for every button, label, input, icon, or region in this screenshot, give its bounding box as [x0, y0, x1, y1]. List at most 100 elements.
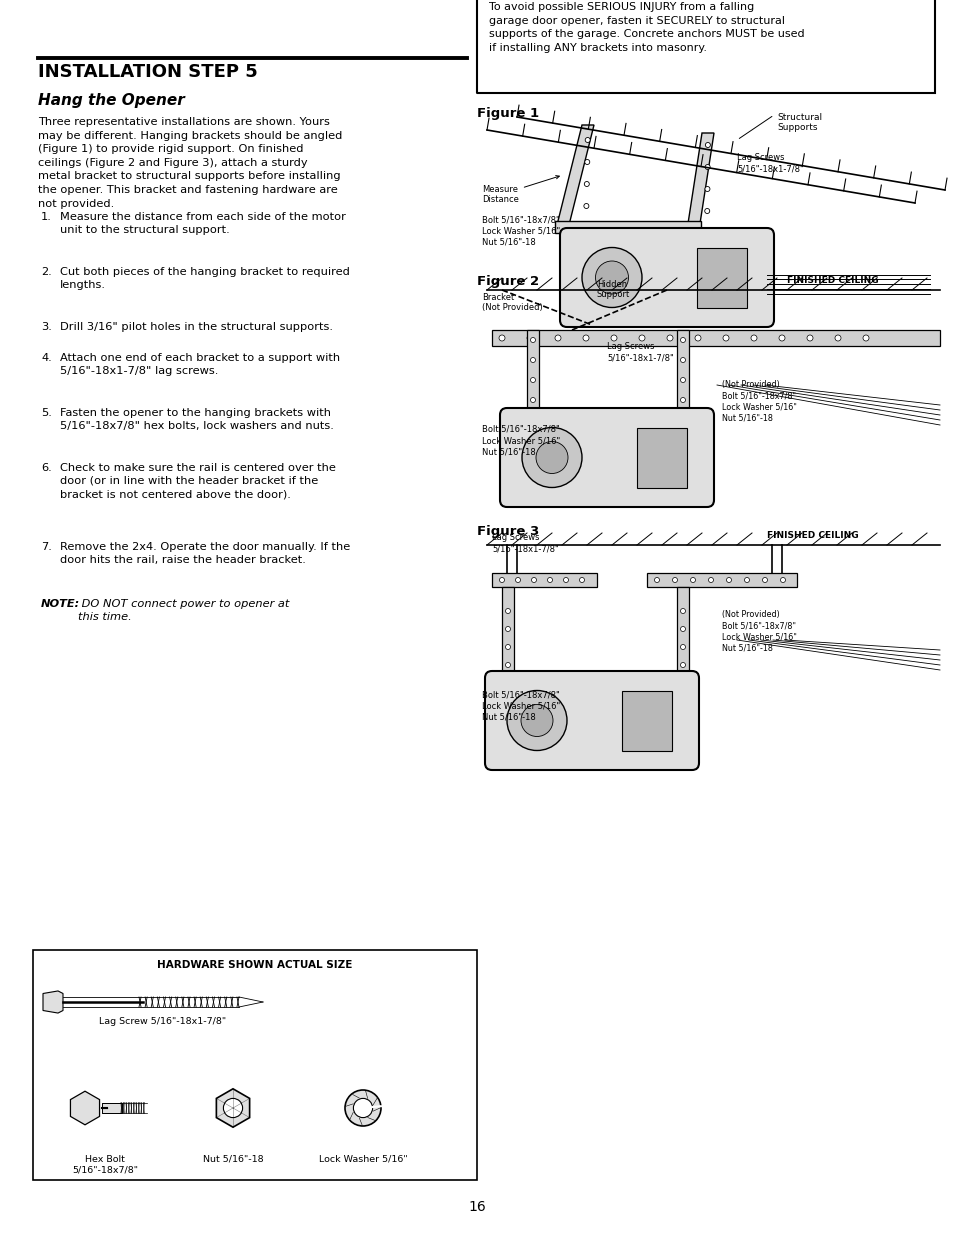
Bar	[501, 587, 514, 676]
Circle shape	[584, 159, 589, 164]
FancyBboxPatch shape	[499, 408, 713, 508]
Bar	[646, 573, 796, 587]
Circle shape	[521, 427, 581, 488]
Circle shape	[505, 645, 510, 650]
Text: Attach one end of each bracket to a support with
5/16"-18x1-7/8" lag screws.: Attach one end of each bracket to a supp…	[60, 352, 340, 375]
Circle shape	[505, 609, 510, 614]
Circle shape	[704, 164, 709, 169]
Circle shape	[223, 1098, 242, 1118]
Bar	[697, 248, 746, 308]
Polygon shape	[71, 1092, 99, 1125]
Polygon shape	[43, 990, 63, 1013]
Text: Three representative installations are shown. Yours
may be different. Hanging br: Three representative installations are s…	[38, 117, 342, 209]
Polygon shape	[216, 1089, 250, 1128]
Text: Hang the Opener: Hang the Opener	[38, 93, 185, 107]
Circle shape	[679, 357, 685, 363]
Circle shape	[666, 335, 672, 341]
Text: Check to make sure the rail is centered over the
door (or in line with the heade: Check to make sure the rail is centered …	[60, 462, 335, 499]
Text: FINISHED CEILING: FINISHED CEILING	[766, 531, 858, 540]
Circle shape	[639, 335, 644, 341]
Text: Bracket
(Not Provided): Bracket (Not Provided)	[481, 293, 542, 312]
Circle shape	[704, 142, 710, 147]
Text: 6.: 6.	[41, 462, 51, 473]
Text: DO NOT connect power to opener at
this time.: DO NOT connect power to opener at this t…	[78, 599, 289, 622]
Circle shape	[690, 578, 695, 583]
Bar	[526, 330, 538, 410]
Text: Remove the 2x4. Operate the door manually. If the
door hits the rail, raise the : Remove the 2x4. Operate the door manuall…	[60, 542, 350, 566]
Circle shape	[726, 578, 731, 583]
Text: Bolt 5/16"-18x7/8"
Lock Washer 5/16"
Nut 5/16"-18: Bolt 5/16"-18x7/8" Lock Washer 5/16" Nut…	[481, 425, 559, 456]
Text: Bolt 5/16"-18x7/8"
Lock Washer 5/16"
Nut 5/16"-18: Bolt 5/16"-18x7/8" Lock Washer 5/16" Nut…	[481, 215, 559, 246]
FancyBboxPatch shape	[559, 228, 773, 327]
Text: To avoid possible SERIOUS INJURY from a falling
garage door opener, fasten it SE: To avoid possible SERIOUS INJURY from a …	[489, 2, 803, 53]
Circle shape	[761, 578, 767, 583]
Bar	[677, 587, 688, 676]
Circle shape	[526, 335, 533, 341]
Text: Lag Screws
5/16"-18x1-7/8": Lag Screws 5/16"-18x1-7/8"	[492, 534, 558, 553]
Circle shape	[679, 398, 685, 403]
Circle shape	[595, 261, 628, 294]
Circle shape	[743, 578, 749, 583]
Text: 16: 16	[468, 1200, 485, 1214]
Circle shape	[353, 1098, 373, 1118]
Text: Figure 3: Figure 3	[476, 525, 538, 538]
Circle shape	[536, 441, 567, 473]
Bar	[476, 0, 934, 93]
Text: INSTALLATION STEP 5: INSTALLATION STEP 5	[38, 63, 257, 82]
Text: Nut 5/16"-18: Nut 5/16"-18	[202, 1155, 263, 1165]
Circle shape	[530, 357, 535, 363]
Text: Bolt 5/16"-18x7/8"
Lock Washer 5/16"
Nut 5/16"-18: Bolt 5/16"-18x7/8" Lock Washer 5/16" Nut…	[481, 690, 559, 721]
FancyBboxPatch shape	[484, 671, 699, 769]
Text: Hidden
Support: Hidden Support	[597, 280, 630, 299]
Text: Hex Bolt
5/16"-18x7/8": Hex Bolt 5/16"-18x7/8"	[71, 1155, 138, 1174]
Circle shape	[779, 335, 784, 341]
Circle shape	[583, 204, 588, 209]
Circle shape	[531, 578, 536, 583]
Circle shape	[806, 335, 812, 341]
Circle shape	[610, 335, 617, 341]
Circle shape	[530, 337, 535, 342]
Text: 4.: 4.	[41, 352, 51, 363]
Bar	[621, 692, 671, 751]
Text: Measure
Distance: Measure Distance	[481, 175, 558, 205]
Text: Lag Screws
5/16"-18x1-7/8": Lag Screws 5/16"-18x1-7/8"	[606, 342, 673, 362]
Circle shape	[581, 247, 641, 308]
Bar	[102, 1103, 122, 1114]
Text: 3.: 3.	[41, 322, 51, 332]
Circle shape	[862, 335, 868, 341]
Circle shape	[563, 578, 568, 583]
Bar	[492, 330, 939, 346]
Circle shape	[345, 1091, 380, 1126]
Circle shape	[654, 578, 659, 583]
Text: Figure 1: Figure 1	[476, 107, 538, 120]
Text: Cut both pieces of the hanging bracket to required
lengths.: Cut both pieces of the hanging bracket t…	[60, 267, 350, 290]
Circle shape	[679, 662, 685, 667]
Text: Lag Screw 5/16"-18x1-7/8": Lag Screw 5/16"-18x1-7/8"	[99, 1016, 226, 1026]
Circle shape	[555, 335, 560, 341]
Circle shape	[679, 645, 685, 650]
Text: (Not Provided)
Bolt 5/16"-18x7/8"
Lock Washer 5/16"
Nut 5/16"-18: (Not Provided) Bolt 5/16"-18x7/8" Lock W…	[721, 610, 796, 652]
Circle shape	[722, 335, 728, 341]
Circle shape	[578, 578, 584, 583]
Circle shape	[695, 335, 700, 341]
Circle shape	[704, 209, 709, 214]
Circle shape	[498, 335, 504, 341]
Circle shape	[499, 578, 504, 583]
Circle shape	[530, 378, 535, 383]
Bar	[637, 429, 686, 488]
Circle shape	[530, 398, 535, 403]
Text: Figure 2: Figure 2	[476, 275, 538, 288]
Text: 7.: 7.	[41, 542, 51, 552]
Circle shape	[708, 578, 713, 583]
Text: Measure the distance from each side of the motor
unit to the structural support.: Measure the distance from each side of t…	[60, 212, 346, 236]
Text: Lag Screws
5/16"-18x1-7/8": Lag Screws 5/16"-18x1-7/8"	[737, 153, 803, 173]
Text: Drill 3/16" pilot holes in the structural supports.: Drill 3/16" pilot holes in the structura…	[60, 322, 333, 332]
Bar	[476, 0, 934, 93]
Circle shape	[750, 335, 757, 341]
Circle shape	[505, 626, 510, 631]
Circle shape	[505, 662, 510, 667]
Circle shape	[679, 626, 685, 631]
Text: (Not Provided)
Bolt 5/16"-18x7/8"
Lock Washer 5/16"
Nut 5/16"-18: (Not Provided) Bolt 5/16"-18x7/8" Lock W…	[721, 380, 796, 422]
Circle shape	[506, 690, 566, 751]
Text: NOTE:: NOTE:	[41, 599, 80, 609]
